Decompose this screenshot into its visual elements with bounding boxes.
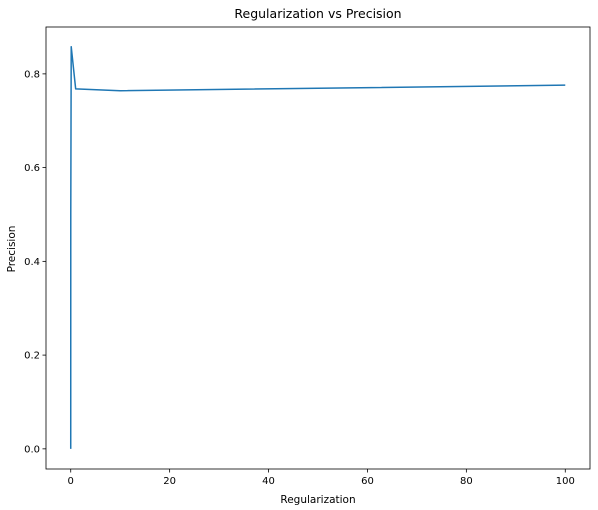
plot-frame [45, 26, 591, 470]
x-tick-label: 80 [460, 476, 473, 487]
x-tick-label: 40 [262, 476, 275, 487]
y-tick-label: 0.4 [24, 257, 40, 268]
x-tick-label: 0 [68, 476, 74, 487]
y-axis-label: Precision [6, 226, 18, 273]
x-axis-label: Regularization [280, 494, 355, 506]
y-tick-label: 0.0 [24, 444, 40, 455]
series-line [69, 45, 566, 449]
y-tick-label: 0.2 [24, 351, 40, 362]
y-tick-label: 0.8 [24, 69, 40, 80]
x-tick-label: 60 [361, 476, 374, 487]
y-tick-label: 0.6 [24, 163, 40, 174]
x-tick-label: 100 [556, 476, 575, 487]
chart-title: Regularization vs Precision [234, 6, 401, 21]
x-tick-label: 20 [163, 476, 176, 487]
